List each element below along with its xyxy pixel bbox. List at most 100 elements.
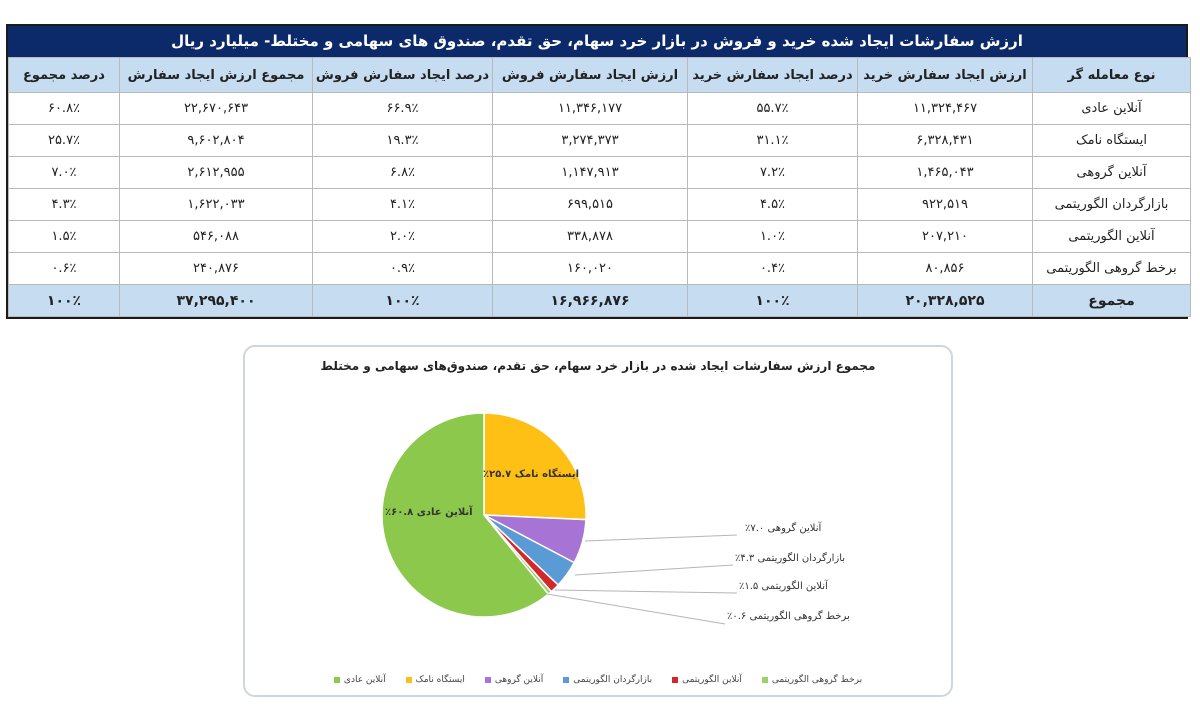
- header-row: نوع معامله گر ارزش ایجاد سفارش خرید درصد…: [8, 57, 1191, 93]
- pie-chart: [381, 412, 738, 625]
- callout-online-algo: آنلاین الگوریتمی ۱.۵٪: [739, 581, 828, 592]
- col-header-trader-type: نوع معامله گر: [1032, 57, 1191, 93]
- cell-trader-type: آنلاین الگوریتمی: [1032, 220, 1191, 253]
- cell-buy-value: ۸۰,۸۵۶: [857, 252, 1033, 285]
- cell-total-percent: ۷.۰٪: [8, 156, 120, 189]
- leader-lines: [546, 534, 738, 625]
- callout-gorouhi: آنلاین گروهی ۷.۰٪: [745, 523, 822, 534]
- table-row: بازارگردان الگوریتمی ۹۲۲,۵۱۹ ۴.۵٪ ۶۹۹,۵۱…: [8, 188, 1191, 221]
- legend-swatch-icon: [333, 677, 340, 683]
- legend-label: ایستگاه نامک: [415, 675, 465, 685]
- cell-total-sell-value: ۱۶,۹۶۶,۸۷۶: [492, 284, 688, 317]
- cell-total-percent: ۲۵.۷٪: [8, 124, 120, 157]
- cell-total-value: ۵۴۶,۰۸۸: [119, 220, 313, 253]
- cell-total-percent: ۰.۶٪: [8, 252, 120, 285]
- cell-sell-value: ۱۶۰,۰۲۰: [492, 252, 688, 285]
- data-table: نوع معامله گر ارزش ایجاد سفارش خرید درصد…: [8, 57, 1191, 317]
- cell-sell-percent: ۰.۹٪: [312, 252, 493, 285]
- cell-grand-total-value: ۳۷,۲۹۵,۴۰۰: [119, 284, 313, 317]
- col-header-sell-value: ارزش ایجاد سفارش فروش: [492, 57, 688, 93]
- pie-slice: [381, 412, 550, 618]
- pie-chart-panel: مجموع ارزش سفارشات ایجاد شده در بازار خر…: [243, 345, 953, 697]
- cell-total-percent: ۴.۳٪: [8, 188, 120, 221]
- chart-title: مجموع ارزش سفارشات ایجاد شده در بازار خر…: [320, 359, 876, 373]
- cell-total-value: ۱,۶۲۲,۰۳۳: [119, 188, 313, 221]
- col-header-buy-value: ارزش ایجاد سفارش خرید: [857, 57, 1033, 93]
- callout-barkhat: برخط گروهی الگوریتمی ۰.۶٪: [727, 611, 850, 622]
- cell-buy-percent: ۱.۰٪: [687, 220, 858, 253]
- cell-sell-percent: ۶۶.۹٪: [312, 92, 493, 125]
- cell-sell-percent: ۲.۰٪: [312, 220, 493, 253]
- callout-bazargardan: بازارگردان الگوریتمی ۴.۳٪: [735, 553, 846, 564]
- table-row: آنلاین عادی ۱۱,۳۲۴,۴۶۷ ۵۵.۷٪ ۱۱,۳۴۶,۱۷۷ …: [8, 92, 1191, 125]
- cell-sell-value: ۱,۱۴۷,۹۱۳: [492, 156, 688, 189]
- table-row: ایستگاه نامک ۶,۳۲۸,۴۳۱ ۳۱.۱٪ ۳,۲۷۴,۳۷۳ ۱…: [8, 124, 1191, 157]
- cell-total-percent: ۱.۵٪: [8, 220, 120, 253]
- leader-line-gorouhi: [584, 534, 738, 542]
- legend-swatch-icon: [672, 677, 679, 683]
- legend-swatch-icon: [563, 677, 570, 683]
- cell-buy-value: ۲۰۷,۲۱۰: [857, 220, 1033, 253]
- legend-item: برخط گروهی الگوریتمی: [761, 675, 863, 685]
- slice-label-adi: آنلاین عادی ۶۰.۸٪: [385, 507, 473, 518]
- legend-item: آنلاین الگوریتمی: [672, 675, 742, 685]
- cell-sell-percent: ۶.۸٪: [312, 156, 493, 189]
- legend-label: بازارگردان الگوریتمی: [573, 675, 653, 685]
- pie-slice: [483, 412, 587, 521]
- cell-total-buy-percent: ۱۰۰٪: [687, 284, 858, 317]
- legend-swatch-icon: [405, 677, 412, 683]
- cell-grand-total-percent: ۱۰۰٪: [8, 284, 120, 317]
- legend-label: آنلاین گروهی: [494, 675, 544, 685]
- cell-trader-type: بازارگردان الگوریتمی: [1032, 188, 1191, 221]
- cell-total-percent: ۶۰.۸٪: [8, 92, 120, 125]
- table-row: برخط گروهی الگوریتمی ۸۰,۸۵۶ ۰.۴٪ ۱۶۰,۰۲۰…: [8, 252, 1191, 285]
- col-header-total-percent: درصد مجموع: [8, 57, 120, 93]
- col-header-total-value: مجموع ارزش ایجاد سفارش: [119, 57, 313, 93]
- cell-buy-percent: ۳۱.۱٪: [687, 124, 858, 157]
- chart-legend: برخط گروهی الگوریتمی آنلاین الگوریتمی با…: [245, 675, 951, 685]
- leader-line-online-algo: [554, 589, 738, 594]
- cell-trader-type: آنلاین عادی: [1032, 92, 1191, 125]
- table-row: آنلاین گروهی ۱,۴۶۵,۰۴۳ ۷.۲٪ ۱,۱۴۷,۹۱۳ ۶.…: [8, 156, 1191, 189]
- cell-total-buy-value: ۲۰,۳۲۸,۵۲۵: [857, 284, 1033, 317]
- table-row: آنلاین الگوریتمی ۲۰۷,۲۱۰ ۱.۰٪ ۳۳۸,۸۷۸ ۲.…: [8, 220, 1191, 253]
- leader-line-bazargardan: [574, 564, 734, 576]
- cell-sell-value: ۶۹۹,۵۱۵: [492, 188, 688, 221]
- legend-swatch-icon: [761, 677, 768, 683]
- cell-total-value: ۲,۶۱۲,۹۵۵: [119, 156, 313, 189]
- legend-label: برخط گروهی الگوریتمی: [771, 675, 863, 685]
- slice-label-namak: ایستگاه نامک ۲۵.۷٪: [483, 469, 580, 480]
- leader-line-barkhat: [546, 593, 726, 625]
- cell-total-value: ۹,۶۰۲,۸۰۴: [119, 124, 313, 157]
- col-header-sell-percent: درصد ایجاد سفارش فروش: [312, 57, 493, 93]
- cell-total-label: مجموع: [1032, 284, 1191, 317]
- legend-swatch-icon: [484, 677, 491, 683]
- legend-label: آنلاین عادی: [343, 675, 386, 685]
- orders-value-table: ارزش سفارشات ایجاد شده خرید و فروش در با…: [6, 24, 1191, 319]
- cell-buy-value: ۹۲۲,۵۱۹: [857, 188, 1033, 221]
- cell-sell-value: ۳۳۸,۸۷۸: [492, 220, 688, 253]
- cell-sell-percent: ۱۹.۳٪: [312, 124, 493, 157]
- col-header-buy-percent: درصد ایجاد سفارش خرید: [687, 57, 858, 93]
- cell-trader-type: برخط گروهی الگوریتمی: [1032, 252, 1191, 285]
- legend-item: آنلاین عادی: [333, 675, 386, 685]
- cell-trader-type: ایستگاه نامک: [1032, 124, 1191, 157]
- cell-total-value: ۲۲,۶۷۰,۶۴۳: [119, 92, 313, 125]
- cell-buy-percent: ۵۵.۷٪: [687, 92, 858, 125]
- legend-item: ایستگاه نامک: [405, 675, 465, 685]
- table-title: ارزش سفارشات ایجاد شده خرید و فروش در با…: [8, 26, 1186, 57]
- legend-label: آنلاین الگوریتمی: [682, 675, 742, 685]
- pie-slices: [381, 412, 587, 618]
- legend-item: بازارگردان الگوریتمی: [563, 675, 652, 685]
- total-row: مجموع ۲۰,۳۲۸,۵۲۵ ۱۰۰٪ ۱۶,۹۶۶,۸۷۶ ۱۰۰٪ ۳۷…: [8, 284, 1191, 317]
- cell-trader-type: آنلاین گروهی: [1032, 156, 1191, 189]
- cell-buy-value: ۶,۳۲۸,۴۳۱: [857, 124, 1033, 157]
- cell-sell-value: ۳,۲۷۴,۳۷۳: [492, 124, 688, 157]
- cell-sell-percent: ۴.۱٪: [312, 188, 493, 221]
- cell-total-value: ۲۴۰,۸۷۶: [119, 252, 313, 285]
- legend-item: آنلاین گروهی: [484, 675, 544, 685]
- cell-total-sell-percent: ۱۰۰٪: [312, 284, 493, 317]
- cell-buy-value: ۱۱,۳۲۴,۴۶۷: [857, 92, 1033, 125]
- cell-buy-value: ۱,۴۶۵,۰۴۳: [857, 156, 1033, 189]
- cell-buy-percent: ۷.۲٪: [687, 156, 858, 189]
